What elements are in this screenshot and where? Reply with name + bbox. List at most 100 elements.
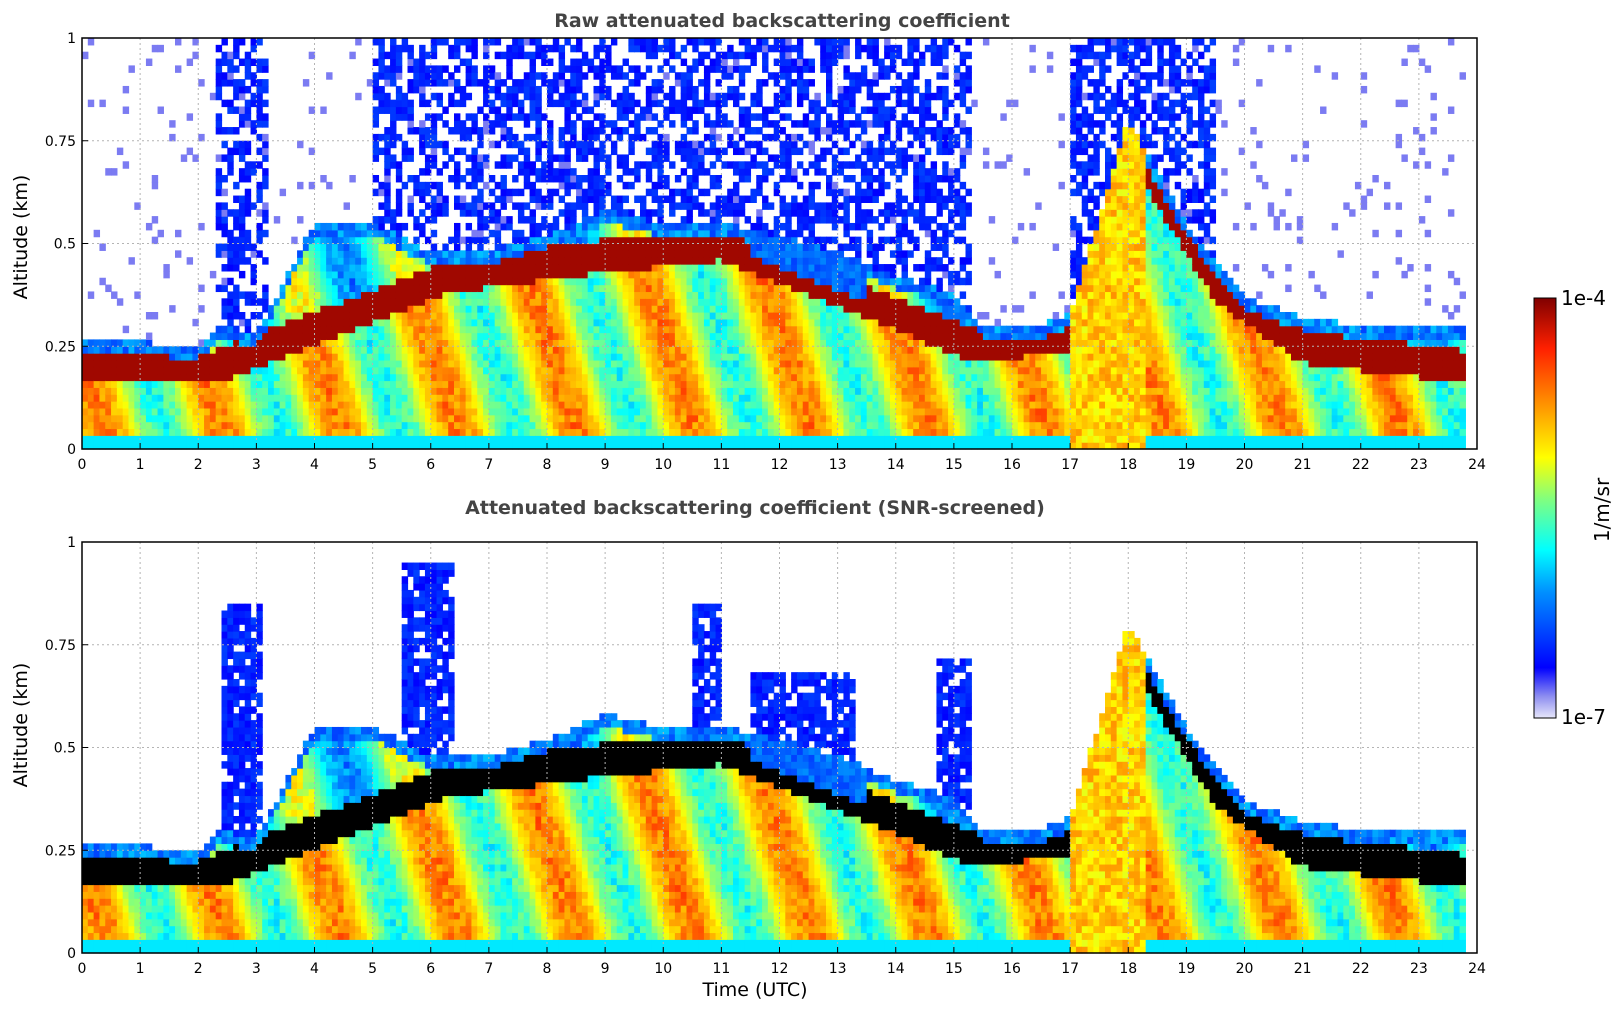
- heatmap-cell: [651, 85, 659, 94]
- heatmap-cell: [471, 298, 478, 306]
- heatmap-cell: [750, 312, 757, 320]
- heatmap-cell: [337, 332, 345, 340]
- heatmap-cell: [401, 305, 409, 313]
- heatmap-cell: [669, 270, 676, 279]
- heatmap-cell: [390, 72, 397, 80]
- heatmap-cell: [535, 373, 542, 382]
- heatmap-cell: [680, 168, 688, 176]
- heatmap-cell: [401, 277, 409, 286]
- heatmap-cell: [733, 161, 740, 169]
- heatmap-cell: [82, 442, 89, 450]
- heatmap-cell: [198, 421, 205, 430]
- heatmap-cell: [361, 339, 368, 347]
- heatmap-cell: [448, 250, 455, 258]
- heatmap-cell: [616, 99, 624, 108]
- heatmap-cell: [570, 257, 577, 265]
- heatmap-cell: [244, 359, 252, 368]
- heatmap-cell: [657, 387, 664, 395]
- heatmap-cell: [808, 373, 815, 382]
- heatmap-cell: [547, 92, 554, 101]
- heatmap-cell: [500, 188, 507, 197]
- heatmap-cell: [703, 79, 711, 87]
- heatmap-cell: [349, 359, 356, 368]
- heatmap-cell: [715, 353, 722, 361]
- heatmap-cell: [709, 359, 717, 368]
- heatmap-cell: [640, 291, 647, 299]
- heatmap-cell: [448, 435, 455, 443]
- heatmap-cell: [448, 277, 455, 286]
- heatmap-cell: [262, 181, 269, 190]
- heatmap-cell: [238, 38, 246, 46]
- heatmap-cell: [779, 85, 786, 94]
- heatmap-cell: [715, 407, 722, 416]
- heatmap-cell: [413, 407, 420, 416]
- heatmap-cell: [215, 243, 223, 251]
- heatmap-cell: [192, 407, 199, 416]
- heatmap-cell: [796, 222, 804, 231]
- heatmap-cell: [221, 353, 228, 361]
- heatmap-cell: [785, 92, 792, 101]
- heatmap-cell: [273, 216, 281, 224]
- heatmap-cell: [454, 85, 461, 94]
- heatmap-cell: [796, 359, 804, 368]
- heatmap-cell: [686, 106, 693, 114]
- heatmap-cell: [791, 401, 798, 409]
- heatmap-cell: [366, 79, 374, 87]
- heatmap-cell: [692, 38, 699, 46]
- heatmap-cell: [297, 339, 304, 347]
- heatmap-cell: [477, 250, 484, 258]
- heatmap-cell: [401, 366, 409, 375]
- heatmap-cell: [488, 72, 496, 80]
- heatmap-cell: [279, 428, 287, 436]
- heatmap-cell: [384, 421, 391, 430]
- heatmap-cell: [796, 291, 804, 299]
- heatmap-cell: [238, 250, 246, 258]
- heatmap-cell: [547, 175, 554, 183]
- heatmap-cell: [430, 65, 438, 73]
- heatmap-cell: [669, 99, 676, 108]
- heatmap-cell: [436, 394, 443, 402]
- heatmap-cell: [494, 92, 502, 101]
- heatmap-cell: [454, 181, 461, 190]
- heatmap-cell: [640, 359, 647, 368]
- heatmap-cell: [703, 332, 711, 340]
- heatmap-cell: [541, 250, 548, 258]
- heatmap-cell: [634, 257, 641, 265]
- heatmap-cell: [715, 175, 722, 183]
- heatmap-cell: [424, 298, 432, 306]
- heatmap-cell: [576, 346, 583, 354]
- heatmap-cell: [645, 51, 653, 60]
- heatmap-cell: [738, 270, 746, 279]
- heatmap-cell: [762, 161, 769, 169]
- heatmap-cell: [657, 154, 664, 162]
- heatmap-cell: [762, 222, 769, 231]
- heatmap-cell: [442, 38, 449, 46]
- heatmap-cell: [517, 298, 525, 306]
- heatmap-cell: [762, 270, 769, 279]
- heatmap-cell: [424, 168, 432, 176]
- heatmap-cell: [227, 229, 234, 238]
- heatmap-cell: [390, 216, 397, 224]
- heatmap-cell: [407, 291, 414, 299]
- heatmap-cell: [465, 346, 473, 354]
- heatmap-cell: [587, 140, 595, 149]
- heatmap-cell: [483, 250, 490, 258]
- heatmap-cell: [454, 195, 461, 203]
- heatmap-cell: [256, 387, 263, 395]
- heatmap-cell: [494, 414, 502, 423]
- heatmap-cell: [285, 373, 292, 382]
- heatmap-cell: [558, 99, 566, 108]
- heatmap-cell: [483, 428, 490, 436]
- heatmap-cell: [337, 270, 345, 279]
- heatmap-cell: [651, 257, 659, 265]
- heatmap-cell: [593, 65, 600, 73]
- heatmap-cell: [547, 99, 554, 108]
- heatmap-cell: [558, 257, 566, 265]
- heatmap-cell: [523, 442, 531, 450]
- heatmap-cell: [320, 284, 327, 293]
- heatmap-cell: [477, 127, 484, 135]
- heatmap-cell: [692, 229, 699, 238]
- heatmap-cell: [459, 92, 467, 101]
- heatmap-cell: [762, 366, 769, 375]
- heatmap-cell: [256, 99, 263, 108]
